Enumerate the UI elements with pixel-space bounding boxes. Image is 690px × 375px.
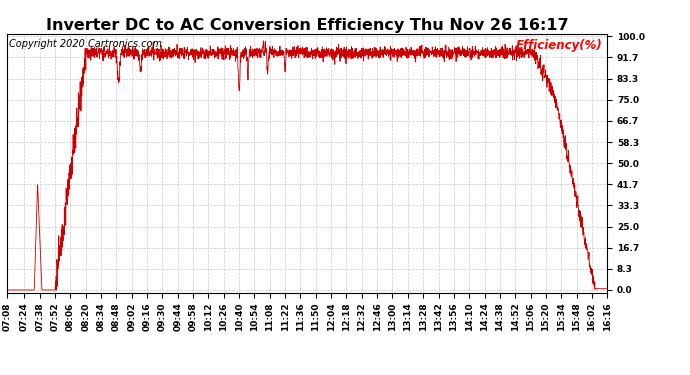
Text: Efficiency(%): Efficiency(%) [516,39,603,52]
Text: Copyright 2020 Cartronics.com: Copyright 2020 Cartronics.com [9,39,161,49]
Title: Inverter DC to AC Conversion Efficiency Thu Nov 26 16:17: Inverter DC to AC Conversion Efficiency … [46,18,569,33]
